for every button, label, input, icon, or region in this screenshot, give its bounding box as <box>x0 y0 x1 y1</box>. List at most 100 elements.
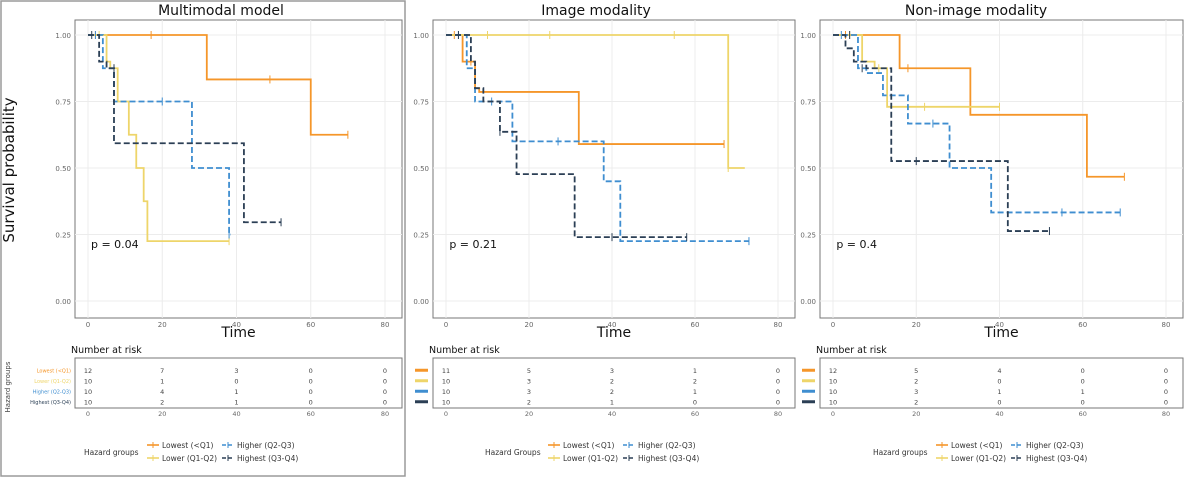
y-tick-label: 0.00 <box>55 298 71 306</box>
risk-count: 0 <box>776 388 780 396</box>
risk-count: 0 <box>383 388 387 396</box>
x-tick-label: 0 <box>444 321 448 329</box>
x-tick-label: 20 <box>525 321 534 329</box>
risk-count: 3 <box>610 367 614 375</box>
risk-table-y-label: Hazard groups <box>4 361 12 412</box>
risk-count: 1 <box>1081 388 1085 396</box>
risk-count: 2 <box>693 377 697 385</box>
risk-count: 0 <box>997 377 1001 385</box>
y-tick-label: 1.00 <box>800 32 816 40</box>
risk-count: 1 <box>160 377 164 385</box>
x-tick-label: 80 <box>1162 321 1171 329</box>
panel-title: Multimodal model <box>158 3 284 19</box>
risk-group-label: Lower (Q1-Q2) <box>34 379 71 385</box>
legend-label: Highest (Q3-Q4) <box>1026 454 1087 463</box>
series-line-2 <box>833 34 1000 108</box>
series-line-2 <box>446 34 745 169</box>
legend-label: Lower (Q1-Q2) <box>162 454 217 463</box>
risk-count: 1 <box>234 398 238 406</box>
risk-count: 4 <box>160 388 164 396</box>
series-line-1 <box>88 34 348 136</box>
risk-count: 10 <box>829 388 837 396</box>
risk-count: 2 <box>527 398 531 406</box>
risk-count: 0 <box>693 398 697 406</box>
risk-count: 0 <box>1164 377 1168 385</box>
risk-count: 3 <box>914 388 918 396</box>
panel-title: Non-image modality <box>905 3 1047 19</box>
risk-count: 1 <box>693 388 697 396</box>
panel-1: Multimodal model 0.00 0.25 0.50 0.75 1.00 0 20 4… <box>30 3 403 463</box>
risk-count: 0 <box>776 367 780 375</box>
risk-x-tick-label: 40 <box>608 410 616 418</box>
risk-count: 10 <box>442 388 450 396</box>
risk-table-title: Number at risk <box>816 345 887 356</box>
multimodal-frame <box>0 0 406 477</box>
risk-x-tick-label: 40 <box>995 410 1003 418</box>
risk-table-frame <box>74 357 403 409</box>
risk-x-tick-label: 0 <box>444 410 448 418</box>
y-tick-label: 0.75 <box>55 99 71 107</box>
risk-count: 0 <box>309 398 313 406</box>
legend-title: Hazard groups <box>84 448 139 457</box>
risk-x-tick-label: 20 <box>912 410 920 418</box>
panel-title: Image modality <box>541 3 651 19</box>
legend-label: Lower (Q1-Q2) <box>951 454 1006 463</box>
risk-group-label: Highest (Q3-Q4) <box>30 400 71 406</box>
x-tick-label: 60 <box>691 321 700 329</box>
y-tick-label: 0.25 <box>800 232 816 240</box>
risk-count: 0 <box>1081 398 1085 406</box>
series-line-3 <box>88 34 231 236</box>
risk-count: 0 <box>234 377 238 385</box>
risk-x-tick-label: 80 <box>774 410 782 418</box>
risk-count: 10 <box>829 398 837 406</box>
y-tick-label: 0.50 <box>800 165 816 173</box>
legend-label: Highest (Q3-Q4) <box>237 454 298 463</box>
risk-table-frame <box>432 357 796 409</box>
risk-count: 0 <box>1164 398 1168 406</box>
legend-label: Higher (Q2-Q3) <box>638 441 696 450</box>
risk-count: 3 <box>527 377 531 385</box>
y-tick-label: 0.25 <box>55 232 71 240</box>
legend-label: Lower (Q1-Q2) <box>563 454 618 463</box>
risk-count: 0 <box>383 377 387 385</box>
legend-label: Highest (Q3-Q4) <box>638 454 699 463</box>
p-value-label: p = 0.4 <box>836 238 877 251</box>
y-tick-label: 0.00 <box>800 298 816 306</box>
risk-count: 1 <box>234 388 238 396</box>
y-tick-label: 0.50 <box>413 165 429 173</box>
risk-x-tick-label: 40 <box>232 410 240 418</box>
risk-count: 10 <box>84 388 92 396</box>
plot-area <box>432 19 796 319</box>
y-tick-label: 0.50 <box>55 165 71 173</box>
risk-group-label: Higher (Q2-Q3) <box>33 389 71 395</box>
risk-count: 0 <box>776 398 780 406</box>
legend-label: Lowest (<Q1) <box>162 441 214 450</box>
x-axis-label: Time <box>983 325 1018 341</box>
risk-count: 5 <box>527 367 531 375</box>
y-tick-label: 1.00 <box>55 32 71 40</box>
y-tick-label: 0.75 <box>413 99 429 107</box>
series-line-2 <box>88 34 230 243</box>
x-tick-label: 80 <box>774 321 783 329</box>
risk-count: 0 <box>309 388 313 396</box>
risk-count: 10 <box>84 398 92 406</box>
panel-3: Non-image modality 0.00 0.25 0.50 0.75 1.00 0 2… <box>800 3 1184 463</box>
p-value-label: p = 0.04 <box>91 238 139 251</box>
risk-count: 2 <box>610 388 614 396</box>
legend-label: Higher (Q2-Q3) <box>237 441 295 450</box>
risk-count: 1 <box>610 398 614 406</box>
y-tick-label: 0.25 <box>413 232 429 240</box>
y-tick-label: 0.00 <box>413 298 429 306</box>
x-tick-label: 20 <box>158 321 167 329</box>
risk-count: 12 <box>829 367 837 375</box>
x-axis-label: Time <box>220 325 255 341</box>
y-tick-label: 1.00 <box>413 32 429 40</box>
risk-x-tick-label: 80 <box>1162 410 1170 418</box>
risk-x-tick-label: 0 <box>86 410 90 418</box>
x-tick-label: 0 <box>831 321 835 329</box>
risk-count: 0 <box>383 398 387 406</box>
risk-count: 10 <box>442 377 450 385</box>
risk-count: 0 <box>776 377 780 385</box>
